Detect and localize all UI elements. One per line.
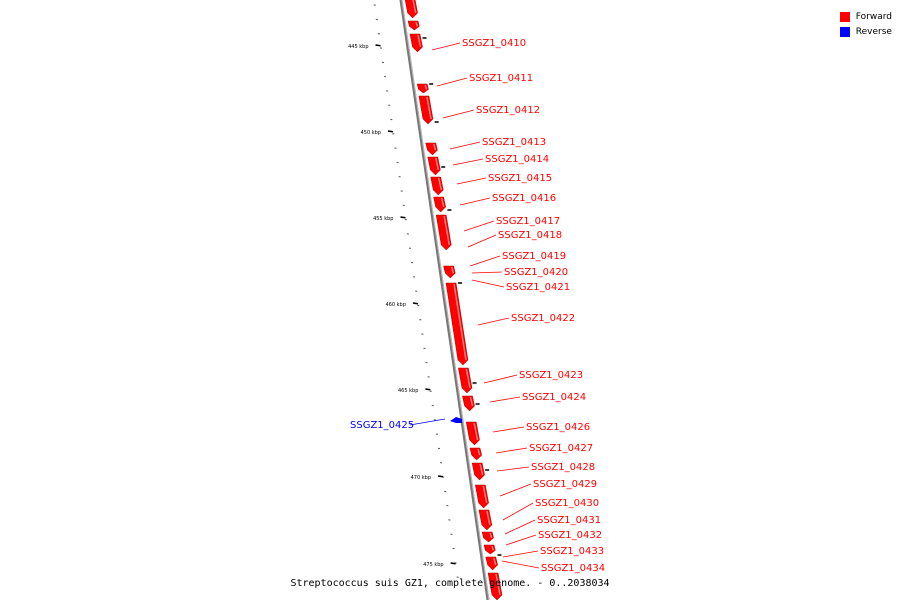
gene-leader-line (472, 280, 504, 287)
gene-leader-line (493, 427, 524, 432)
gene-leader-line (500, 484, 531, 496)
gene-label: SSGZ1_0420 (504, 267, 568, 278)
gene-leader-line (468, 235, 496, 247)
gene-leader-line (490, 397, 520, 402)
gene-leader-line (443, 110, 474, 118)
gene-leader-line (503, 551, 538, 557)
gene-label: SSGZ1_0423 (519, 370, 583, 381)
gene-arrow-forward (475, 485, 488, 508)
gene-leader-line (437, 78, 467, 86)
gene-label: SSGZ1_0418 (498, 230, 562, 241)
gene-label: SSGZ1_0414 (485, 154, 549, 165)
gene-label: SSGZ1_0419 (502, 251, 566, 262)
gene-label: SSGZ1_0415 (488, 173, 552, 184)
gene-label: SSGZ1_0429 (533, 479, 597, 490)
gene-arrow-forward (419, 96, 433, 124)
gene-label: SSGZ1_0425 (350, 420, 414, 431)
gene-leader-line (410, 419, 445, 425)
major-tick (376, 45, 381, 46)
legend-label-reverse: Reverse (856, 27, 892, 37)
gene-label: SSGZ1_0410 (462, 38, 526, 49)
major-tick (451, 563, 456, 564)
gene-arrow-forward (462, 396, 474, 411)
gene-leader-line (496, 448, 527, 453)
tick-label: 465 kbp (398, 388, 418, 394)
tick-label: 470 kbp (411, 475, 431, 481)
gene-leader-line (470, 256, 500, 266)
gene-arrow-forward (479, 510, 492, 530)
legend-label-forward: Forward (856, 12, 892, 22)
gene-leader-line (464, 221, 494, 231)
legend-item-reverse: Reverse (840, 24, 892, 39)
gene-label: SSGZ1_0411 (469, 73, 533, 84)
gene-arrow-forward (458, 368, 472, 393)
gene-leader-line (503, 503, 533, 520)
gene-label: SSGZ1_0426 (526, 422, 590, 433)
gene-arrow-forward (472, 463, 484, 480)
forward-swatch (840, 12, 850, 22)
gene-arrow-forward (434, 197, 446, 212)
genome-caption: Streptococcus suis GZ1, complete genome.… (0, 578, 900, 589)
gene-leader-line (450, 142, 480, 149)
gene-leader-line (457, 178, 486, 184)
gene-label: SSGZ1_0434 (541, 563, 605, 574)
tick-label: 455 kbp (373, 216, 393, 222)
major-tick (438, 476, 443, 477)
gene-label: SSGZ1_0427 (529, 443, 593, 454)
gene-leader-line (432, 43, 460, 50)
gene-arrow-forward (466, 422, 479, 445)
gene-label: SSGZ1_0432 (538, 530, 602, 541)
tick-label: 445 kbp (348, 44, 368, 50)
gene-label: SSGZ1_0416 (492, 193, 556, 204)
gene-leader-line (453, 159, 483, 165)
gene-label: SSGZ1_0428 (531, 462, 595, 473)
gene-leader-line (505, 520, 535, 534)
tick-label: 475 kbp (423, 562, 443, 568)
gene-leader-line (502, 561, 539, 568)
gene-label: SSGZ1_0433 (540, 546, 604, 557)
gene-label: SSGZ1_0431 (537, 515, 601, 526)
gene-label: SSGZ1_0412 (476, 105, 540, 116)
reverse-swatch (840, 27, 850, 37)
major-tick (413, 303, 418, 304)
gene-arrow-forward (404, 0, 417, 18)
legend: Forward Reverse (840, 9, 892, 39)
major-tick (400, 217, 405, 218)
gene-label: SSGZ1_0430 (535, 498, 599, 509)
gene-leader-line (506, 535, 536, 545)
gene-label: SSGZ1_0422 (511, 313, 575, 324)
tick-label: 460 kbp (386, 302, 406, 308)
gene-leader-line (478, 318, 509, 325)
gene-arrow-forward (431, 177, 444, 195)
gene-label: SSGZ1_0424 (522, 392, 586, 403)
gene-leader-line (484, 375, 517, 383)
gene-label: SSGZ1_0421 (506, 282, 570, 293)
gene-label: SSGZ1_0417 (496, 216, 560, 227)
tick-label: 450 kbp (361, 130, 381, 136)
gene-leader-line (497, 467, 529, 471)
gene-label: SSGZ1_0413 (482, 137, 546, 148)
gene-leader-line (460, 198, 490, 205)
major-tick (388, 131, 393, 132)
gene-leader-line (472, 272, 502, 273)
major-tick (425, 389, 430, 390)
legend-item-forward: Forward (840, 9, 892, 24)
gene-arrow-forward (428, 157, 441, 175)
gene-arrow-forward (410, 34, 423, 52)
